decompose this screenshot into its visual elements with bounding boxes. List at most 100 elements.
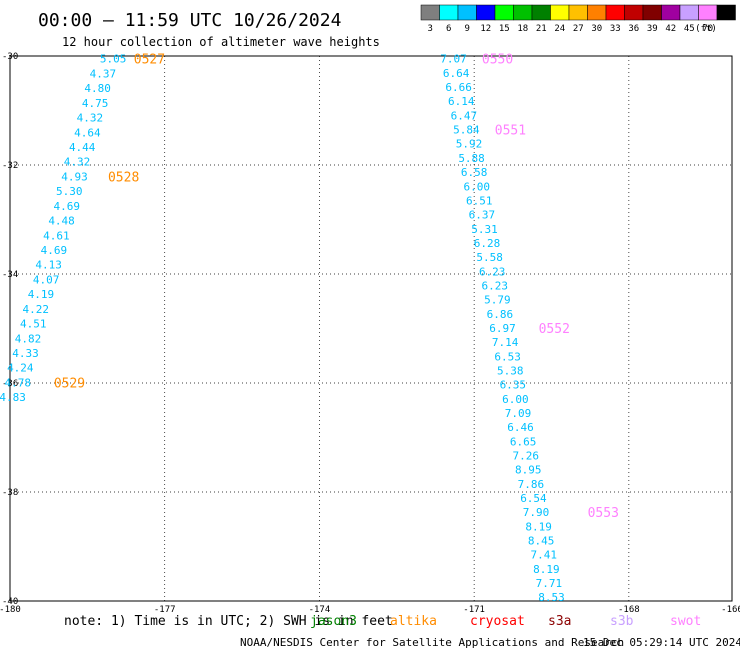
y-tick-label: -38 — [2, 488, 18, 498]
swh-value-label: 4.51 — [20, 318, 47, 331]
pass-time-label: 0553 — [588, 506, 619, 521]
swh-value-label: 5.30 — [56, 185, 83, 198]
legend-swatch — [642, 4, 662, 21]
y-tick-label: -40 — [2, 597, 18, 607]
y-tick-label: -32 — [2, 161, 18, 171]
legend-label: 27 — [573, 24, 584, 34]
swh-value-label: 4.64 — [74, 126, 101, 139]
legend-label: 33 — [610, 24, 621, 34]
swh-value-label: 4.78 — [4, 376, 31, 389]
swh-value-label: 6.14 — [448, 95, 475, 108]
x-tick-label: -168 — [618, 605, 640, 615]
legend-label: 3 — [428, 24, 433, 34]
legend-swatch — [494, 4, 514, 21]
legend-label: 12 — [480, 24, 491, 34]
swh-value-label: 4.61 — [43, 229, 70, 242]
satellite-legend-s3a: s3a — [548, 614, 571, 629]
swh-value-label: 4.07 — [33, 273, 60, 286]
swh-value-label: 4.33 — [12, 347, 39, 360]
legend-swatch — [716, 4, 736, 21]
x-tick-label: -171 — [463, 605, 485, 615]
legend-label: 18 — [517, 24, 528, 34]
legend-swatch — [587, 4, 607, 21]
legend-unit: (ft) — [695, 24, 717, 34]
legend-swatch — [476, 4, 496, 21]
legend-label: 45 — [684, 24, 695, 34]
legend-swatch — [457, 4, 477, 21]
swh-value-label: 6.35 — [500, 379, 527, 392]
color-legend: 3 6 9 12 15 18 21 24 27 30 33 36 39 42 45 70 — [420, 4, 736, 34]
legend-swatch — [420, 4, 440, 21]
track-swot: 7.076.646.666.146.475.845.925.886.586.00… — [440, 53, 619, 604]
plot-frame — [9, 55, 733, 602]
swh-value-label: 4.32 — [64, 156, 91, 169]
legend-label: 42 — [665, 24, 676, 34]
swh-value-label: 7.90 — [523, 506, 550, 519]
swh-value-label: 4.44 — [69, 141, 96, 154]
y-tick-label: -30 — [2, 52, 18, 62]
swh-value-label: 4.24 — [7, 362, 34, 375]
legend-label: 30 — [591, 24, 602, 34]
swh-value-label: 5.92 — [456, 138, 483, 151]
legend-swatch — [439, 4, 459, 21]
pass-time-label: 0550 — [482, 53, 513, 68]
satellite-tracks: 5.054.374.804.754.324.644.444.324.935.30… — [0, 53, 619, 604]
swh-value-label: 6.97 — [489, 322, 516, 335]
swh-value-label: 4.19 — [28, 288, 55, 301]
grid-lines — [10, 56, 732, 601]
swh-value-label: 6.37 — [469, 209, 496, 222]
swh-value-label: 5.31 — [471, 223, 498, 236]
satellite-legend-s3b: s3b — [610, 614, 634, 629]
swh-value-label: 4.32 — [77, 112, 104, 125]
satellite-legend-jason3: jason3 — [310, 614, 357, 629]
pass-time-label: 0552 — [539, 322, 570, 337]
swh-value-label: 7.71 — [536, 577, 563, 590]
satellite-legend-swot: swot — [670, 614, 701, 629]
swh-value-label: 6.47 — [451, 109, 478, 122]
satellite-legend-cryosat: cryosat — [470, 614, 525, 629]
chart-subtitle: 12 hour collection of altimeter wave hei… — [62, 35, 380, 49]
swh-value-label: 7.09 — [505, 407, 532, 420]
swh-value-label: 4.83 — [0, 391, 26, 404]
legend-label: 15 — [499, 24, 510, 34]
swh-value-label: 6.46 — [507, 421, 534, 434]
axis-ticks: -180 -177 -174 -171 -168 -166 -30 -32 -34 -36 -38 -… — [0, 52, 740, 615]
swh-value-label: 5.05 — [100, 53, 127, 66]
legend-label: 9 — [465, 24, 470, 34]
footer-note: note: 1) Time is in UTC; 2) SWH is in fe… — [64, 614, 393, 629]
swh-value-label: 6.64 — [443, 67, 470, 80]
swh-value-label: 4.37 — [90, 67, 117, 80]
legend-swatch — [531, 4, 551, 21]
legend-swatch — [550, 4, 570, 21]
swh-value-label: 4.22 — [23, 303, 50, 316]
footer-timestamp: 15 Dec 05:29:14 UTC 2024 — [583, 636, 740, 649]
legend-swatch — [679, 4, 699, 21]
x-tick-label: -180 — [0, 605, 21, 615]
swh-value-label: 7.86 — [518, 478, 545, 491]
swh-value-label: 7.14 — [492, 336, 519, 349]
chart-title: 00:00 – 11:59 UTC 10/26/2024 — [38, 10, 341, 31]
legend-swatch — [661, 4, 681, 21]
swh-value-label: 4.69 — [41, 244, 68, 257]
swh-value-label: 7.07 — [440, 53, 467, 66]
swh-value-label: 6.86 — [487, 308, 514, 321]
legend-swatch — [605, 4, 625, 21]
swh-value-label: 6.65 — [510, 435, 537, 448]
swh-value-label: 5.88 — [458, 152, 485, 165]
legend-swatch — [568, 4, 588, 21]
swh-value-label: 8.53 — [538, 591, 565, 604]
swh-value-label: 4.48 — [48, 215, 75, 228]
pass-time-label: 0528 — [108, 170, 139, 185]
swh-value-label: 7.41 — [531, 549, 558, 562]
pass-time-label: 0551 — [495, 124, 526, 139]
swh-value-label: 8.45 — [528, 535, 555, 548]
swh-value-label: 6.28 — [474, 237, 501, 250]
swh-value-label: 8.19 — [525, 520, 552, 533]
swh-value-label: 4.75 — [82, 97, 109, 110]
swh-value-label: 5.58 — [476, 251, 503, 264]
swh-value-label: 4.82 — [15, 332, 42, 345]
swh-value-label: 6.23 — [479, 265, 506, 278]
x-tick-label: -174 — [309, 605, 331, 615]
swh-value-label: 6.54 — [520, 492, 547, 505]
legend-swatch — [698, 4, 718, 21]
